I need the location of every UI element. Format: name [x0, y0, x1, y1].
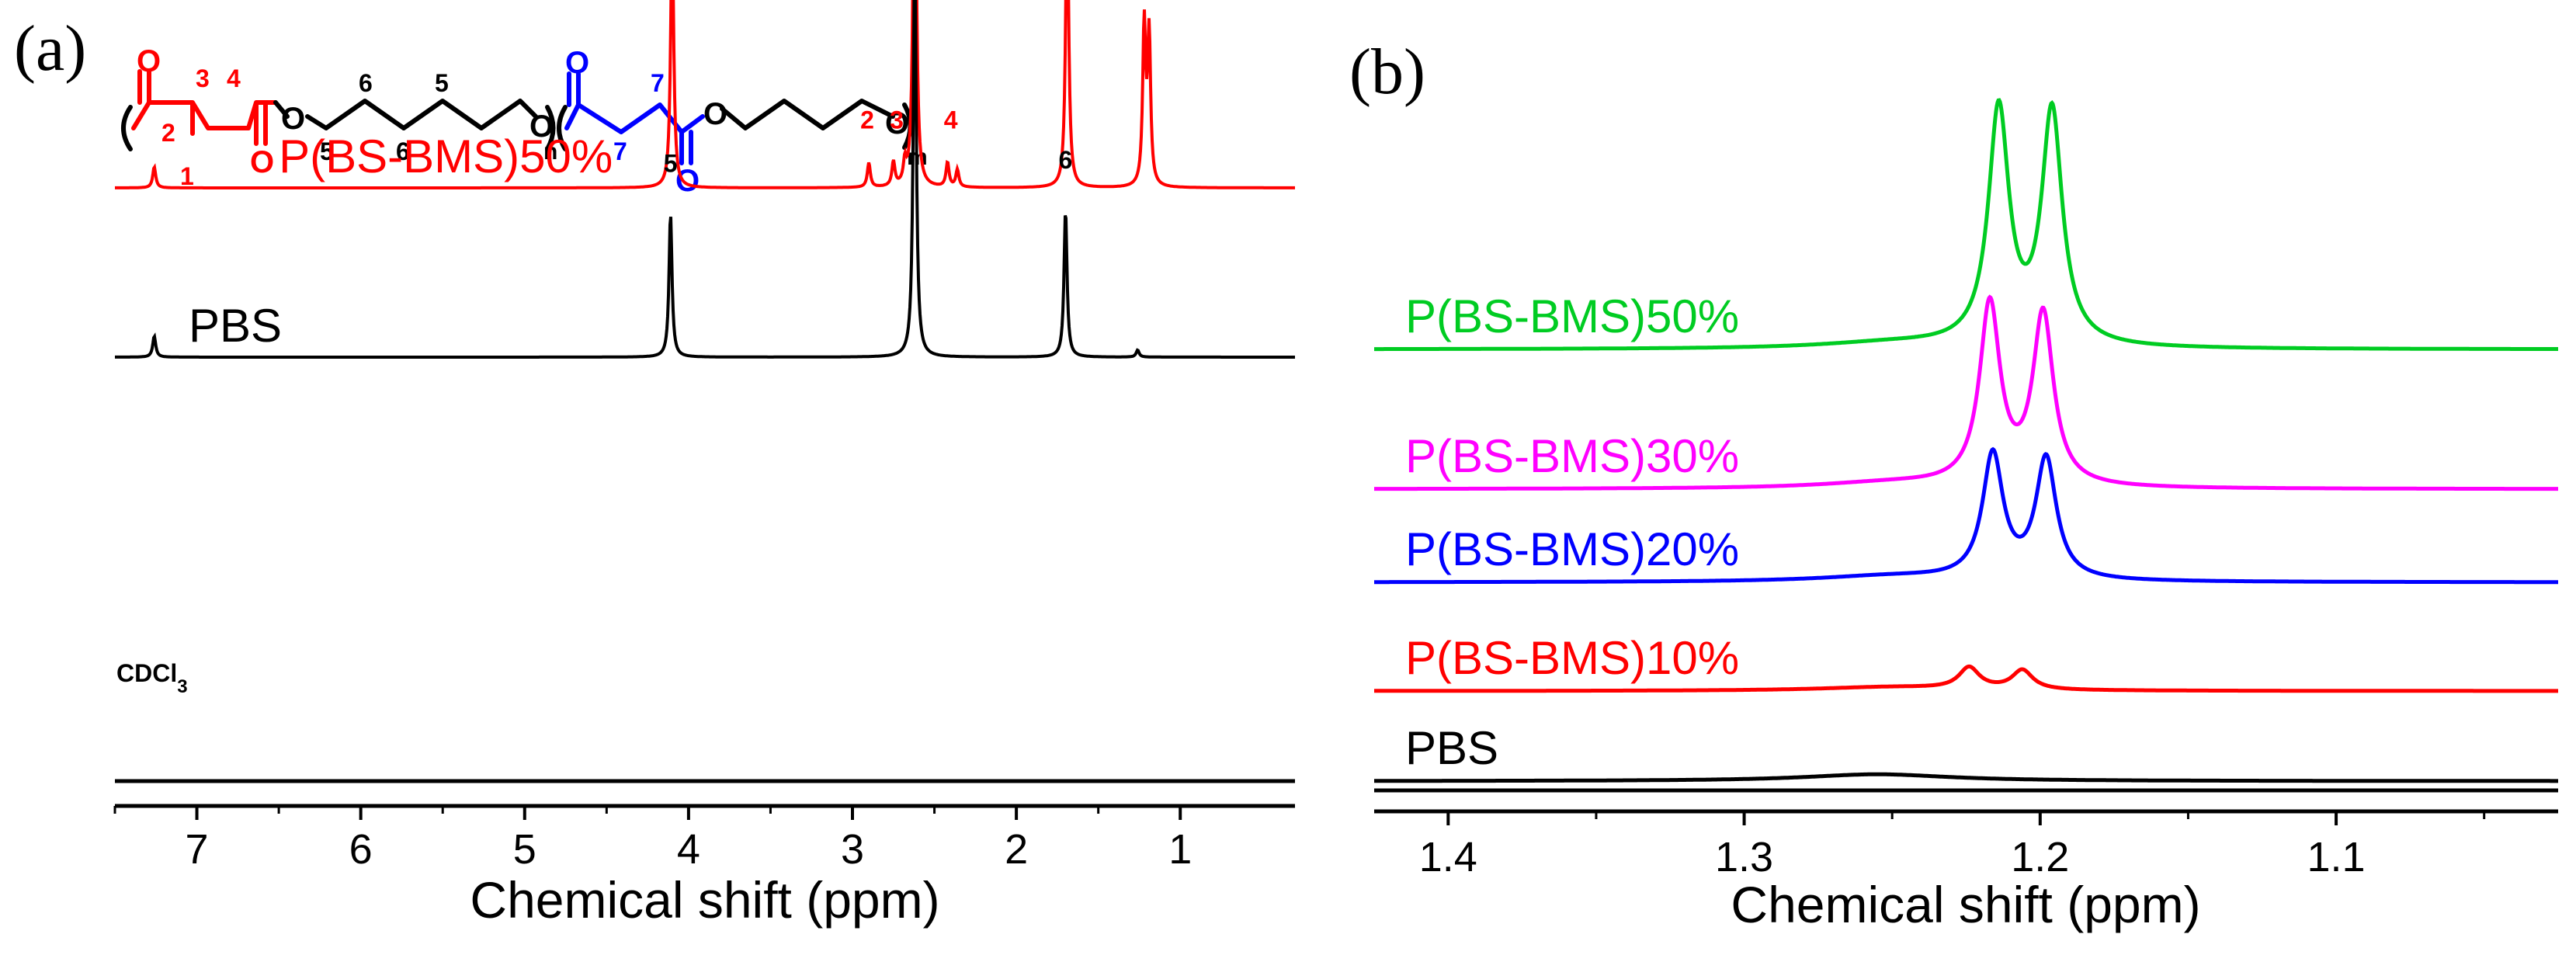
x-tick-label: 6 [349, 826, 373, 873]
chem-label: 5 [320, 137, 334, 165]
chem-label: 4 [227, 64, 241, 92]
chemical-structure: O O O O O O O O 3 4 2 1 6 5 5 6 7 7 n m [121, 44, 928, 198]
x-tick-label: 1.3 [1715, 834, 1773, 880]
spectrum-line [1374, 98, 2558, 352]
series-label: P(BS-BMS)50% [1405, 290, 1739, 342]
chem-label: 6 [359, 69, 373, 97]
series-label: PBS [189, 300, 282, 352]
panel-b-label: (b) [1349, 36, 1425, 108]
solvent-label-main: CDCl [116, 659, 177, 687]
panel-a-x-axis-title: Chemical shift (ppm) [470, 871, 939, 929]
chem-label: O [137, 44, 161, 78]
x-tick-label: 3 [841, 826, 864, 873]
structure-black-segment-1 [273, 99, 538, 130]
chem-label: O [703, 97, 727, 131]
chem-label: 5 [435, 69, 449, 97]
structure-red-segment [131, 69, 278, 146]
peak-label: 3 [890, 106, 904, 134]
spectrum-line [115, 0, 1295, 359]
panel-a-traces: P(BS-BMS)50%2341PBS576 [115, 0, 1295, 359]
chem-label: 2 [161, 119, 175, 147]
series-label: PBS [1405, 722, 1498, 774]
peak-label: 2 [860, 106, 874, 134]
chem-label: O [250, 145, 274, 179]
x-tick-label: 5 [513, 826, 536, 873]
structure-blue-segment [564, 71, 705, 165]
series-label: P(BS-BMS)50% [279, 130, 613, 182]
series-label: P(BS-BMS)10% [1405, 632, 1739, 684]
spectrum-line [115, 0, 1295, 189]
chem-label: O [565, 46, 589, 80]
x-tick-label: 2 [1005, 826, 1028, 873]
solvent-label-cdcl3: CDCl3 [116, 659, 188, 697]
chem-label: 7 [651, 69, 665, 97]
series-label: P(BS-BMS)20% [1405, 523, 1739, 575]
chem-label: 6 [396, 137, 410, 165]
x-tick-label: 1.4 [1419, 834, 1477, 880]
chem-label: O [885, 106, 909, 141]
panel-a-label: (a) [14, 12, 86, 85]
peak-label: 6 [1059, 146, 1073, 174]
structure-mid-bracket [545, 105, 568, 151]
x-tick-label: 4 [677, 826, 700, 873]
spectrum-line [1374, 294, 2558, 491]
structure-black-segment-2 [720, 99, 895, 130]
chem-label: 7 [613, 137, 627, 165]
chem-label: 3 [196, 64, 210, 92]
x-tick-label: 1 [1168, 826, 1192, 873]
panel-a-axis: 7 6 5 4 3 2 1 [113, 779, 1295, 873]
spectrum-line [1374, 772, 2558, 783]
chem-label: n [543, 139, 557, 165]
peak-label: 5 [664, 150, 678, 178]
spectrum-line [1374, 664, 2558, 693]
spectrum-line [1374, 446, 2558, 585]
panel-b-x-axis-title: Chemical shift (ppm) [1731, 876, 2200, 933]
peak-label: 4 [944, 106, 958, 134]
series-label: P(BS-BMS)30% [1405, 430, 1739, 482]
chem-label: 1 [180, 162, 194, 190]
panel-b-traces: P(BS-BMS)50% P(BS-BMS)30% P(BS-BMS)20% P(BS… [1374, 98, 2558, 783]
panel-b-axis: 1.4 1.3 1.2 1.1 [1374, 788, 2558, 880]
structure-left-bracket [121, 105, 133, 151]
x-tick-label: 7 [186, 826, 209, 873]
x-tick-label: 1.1 [2307, 834, 2366, 880]
chem-label: O [529, 109, 554, 144]
x-tick-label: 1.2 [2011, 834, 2069, 880]
chem-label: O [281, 102, 305, 136]
solvent-label-subscript: 3 [177, 676, 187, 697]
